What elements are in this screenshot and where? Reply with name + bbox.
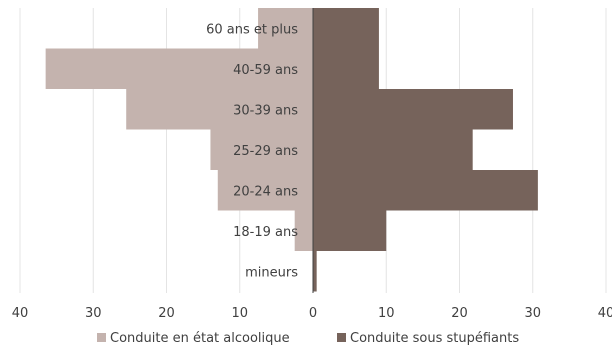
- x-tick-label: 20: [451, 306, 468, 321]
- bar-stupefiants-5: [313, 170, 538, 211]
- bar-alcool-1: [258, 8, 313, 49]
- legend-swatch: [97, 333, 106, 342]
- category-label: 60 ans et plus: [206, 22, 298, 37]
- bar-stupefiants-1: [313, 8, 379, 49]
- legend: Conduite en état alcoolique Conduite sous…: [97, 331, 519, 346]
- bar-stupefiants-6: [313, 210, 387, 251]
- bar-stupefiants-7: [313, 251, 317, 292]
- bar-alcool-2: [45, 48, 313, 89]
- bar-alcool-4: [210, 129, 313, 170]
- category-labels: 60 ans et plus 40-59 ans 30-39 ans 25-29 an…: [206, 22, 298, 280]
- bar-alcool-5: [217, 170, 313, 211]
- x-tick-label: 0: [309, 306, 317, 321]
- x-tick-label: 30: [85, 306, 102, 321]
- legend-swatch: [337, 333, 346, 342]
- category-label: 30-39 ans: [233, 103, 298, 118]
- bar-alcool-3: [126, 89, 314, 130]
- category-label: 20-24 ans: [233, 184, 298, 199]
- x-tick-label: 10: [378, 306, 395, 321]
- x-tick-label: 10: [231, 306, 248, 321]
- legend-label: Conduite en état alcoolique: [110, 331, 290, 346]
- category-label: 18-19 ans: [233, 225, 298, 240]
- legend-label: Conduite sous stupéfiants: [350, 331, 519, 346]
- category-label: 25-29 ans: [233, 144, 298, 159]
- bar-stupefiants-4: [313, 129, 473, 170]
- x-tick-labels: 40 30 20 10 0 10 20 30 40: [12, 306, 612, 321]
- x-tick-label: 30: [524, 306, 541, 321]
- bar-stupefiants-2: [313, 48, 379, 89]
- category-label: mineurs: [245, 265, 298, 280]
- bars: [45, 8, 538, 292]
- x-tick-label: 20: [158, 306, 175, 321]
- x-tick-label: 40: [12, 306, 29, 321]
- bar-stupefiants-3: [313, 89, 513, 130]
- bar-alcool-6: [294, 210, 313, 251]
- x-tick-label: 40: [598, 306, 612, 321]
- category-label: 40-59 ans: [233, 63, 298, 78]
